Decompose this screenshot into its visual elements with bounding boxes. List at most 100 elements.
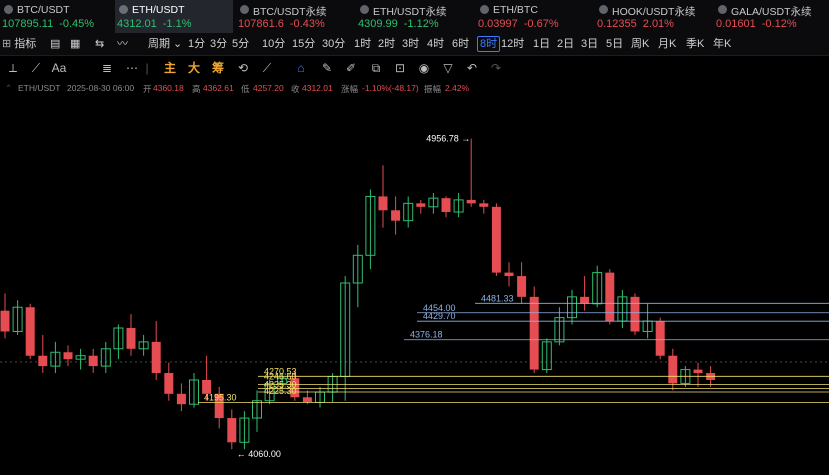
interval-5[interactable]: 15分 <box>292 33 315 55</box>
ticker-tab[interactable]: ETH/BTC 0.03997 -0.67% <box>476 0 593 33</box>
ohlc-info: ⌃ ETH/USDT 2025-08-30 06:00 开 4360.18 高 … <box>0 81 829 96</box>
candle-body <box>138 341 149 350</box>
ticker-tab[interactable]: ETH/USDT永续 4309.99 -1.12% <box>356 0 474 33</box>
candle-body <box>302 397 312 403</box>
pen-icon[interactable]: ✐ <box>345 61 357 75</box>
chip-button[interactable]: 筹 <box>211 61 224 75</box>
interval-17[interactable]: 5日 <box>606 33 623 55</box>
interval-1[interactable]: 1分 <box>188 33 205 55</box>
ticker-tab[interactable]: BTC/USDT永续 107861.6 -0.43% <box>236 0 354 33</box>
draw-line-icon[interactable]: ⟋ <box>262 61 272 75</box>
fib-tool-icon[interactable]: ≣ <box>101 61 113 75</box>
level-label: 4429.70 <box>423 311 456 321</box>
interval-label: 6时 <box>452 38 470 50</box>
period-label: 周期 <box>148 38 170 50</box>
indicator-label: 指标 <box>14 38 37 50</box>
candle-body <box>164 373 174 394</box>
candle-body <box>517 276 527 297</box>
indicator-button[interactable]: ⊞ 指标 <box>2 38 37 50</box>
interval-6[interactable]: 30分 <box>322 33 345 55</box>
interval-16[interactable]: 3日 <box>581 33 598 55</box>
ticker-name: BTC/USDT <box>17 4 70 16</box>
candle-body <box>151 341 161 374</box>
candle-body <box>466 199 476 204</box>
interval-11[interactable]: 6时 <box>452 33 469 55</box>
more-icon[interactable]: ⋯ <box>126 61 138 75</box>
coin-icon <box>718 5 727 14</box>
change-value: -1.10%(-48.17) <box>362 83 419 93</box>
level-label: 4270.53 <box>264 366 297 376</box>
candle-body <box>529 296 539 370</box>
interval-label: 1分 <box>188 38 206 50</box>
chip-button[interactable]: 主 <box>163 61 176 75</box>
high-label: 高 <box>192 84 201 94</box>
candle-body <box>605 272 615 322</box>
filter-icon[interactable]: ▽ <box>443 61 453 75</box>
measure-icon[interactable]: ⧉ <box>371 61 381 75</box>
interval-14[interactable]: 1日 <box>533 33 550 55</box>
brush-icon[interactable]: ✎ <box>321 61 333 75</box>
interval-18[interactable]: 周K <box>631 33 649 55</box>
interval-4[interactable]: 10分 <box>262 33 285 55</box>
ticker-tab[interactable]: ETH/USDT 4312.01 -1.1% <box>115 0 233 33</box>
candle-body <box>491 206 501 273</box>
amplitude-value: 2.42% <box>445 83 470 93</box>
interval-2[interactable]: 3分 <box>210 33 227 55</box>
interval-label: 8时 <box>477 36 501 52</box>
interval-label: 年K <box>713 38 732 50</box>
interval-label: 15分 <box>292 38 316 50</box>
collapse-icon[interactable]: ⌃ <box>5 83 13 93</box>
candle-body <box>655 321 665 356</box>
candle-body <box>352 254 363 284</box>
redo-icon[interactable]: ↷ <box>490 61 502 75</box>
ticker-change: -1.1% <box>162 18 192 30</box>
magnet-icon[interactable]: ⌂ <box>297 61 305 75</box>
candle-body <box>541 341 552 371</box>
text-tool-icon[interactable]: Aa <box>51 61 67 75</box>
price-chart[interactable]: 4481.33 4454.00 4429.70 4376.18 4270.53 4246.… <box>0 96 829 470</box>
candle-body <box>428 197 439 208</box>
interval-9[interactable]: 3时 <box>402 33 419 55</box>
layout-icon[interactable]: ▤ <box>50 38 61 50</box>
candle-body <box>113 327 124 350</box>
chip-button[interactable]: 大 <box>187 61 200 75</box>
chart-type-icon[interactable]: ⟲ <box>237 61 249 75</box>
ticker-tab[interactable]: HOOK/USDT永续 0.12355 2.01% <box>595 0 712 33</box>
crosshair-icon[interactable]: ⟂ <box>8 61 17 75</box>
interval-15[interactable]: 2日 <box>557 33 574 55</box>
interval-3[interactable]: 5分 <box>232 33 249 55</box>
candle-body <box>630 296 640 332</box>
candle-body <box>0 310 10 332</box>
interval-7[interactable]: 1时 <box>354 33 371 55</box>
low-value: 4257.20 <box>253 83 284 93</box>
interval-19[interactable]: 月K <box>658 33 676 55</box>
level-label: 4454.00 <box>423 303 456 313</box>
interval-10[interactable]: 4时 <box>427 33 444 55</box>
interval-12[interactable]: 8时 <box>477 33 501 55</box>
period-dropdown[interactable]: 周期 ⌄ <box>148 38 183 50</box>
candle-body <box>693 369 703 374</box>
calendar-icon[interactable]: ▦ <box>70 38 81 50</box>
eye-icon[interactable]: ◉ <box>418 61 430 75</box>
undo-icon[interactable]: ↶ <box>466 61 478 75</box>
candle-body <box>580 296 590 304</box>
candle-body <box>592 272 603 305</box>
trend-line-icon[interactable]: ⟋ <box>31 61 41 75</box>
interval-8[interactable]: 2时 <box>378 33 395 55</box>
interval-21[interactable]: 年K <box>713 33 731 55</box>
ticker-name: ETH/USDT永续 <box>373 6 447 18</box>
lock-icon[interactable]: ⊡ <box>394 61 406 75</box>
candle-body <box>202 379 212 394</box>
open-value: 4360.18 <box>153 83 184 93</box>
compare-icon[interactable]: ⇆ <box>95 38 105 50</box>
ticker-price: 107895.11 <box>2 18 54 30</box>
ticker-tab[interactable]: GALA/USDT永续 0.01601 -0.12% <box>714 0 829 33</box>
interval-13[interactable]: 12时 <box>501 33 524 55</box>
ticker-name: GALA/USDT永续 <box>731 6 812 18</box>
coin-icon <box>360 5 369 14</box>
interval-20[interactable]: 季K <box>686 33 704 55</box>
level-label: 4235.30 <box>264 380 297 390</box>
line-type-icon[interactable]: 〰 <box>117 38 128 50</box>
ticker-tab[interactable]: BTC/USDT 107895.11 -0.45% <box>0 0 115 33</box>
